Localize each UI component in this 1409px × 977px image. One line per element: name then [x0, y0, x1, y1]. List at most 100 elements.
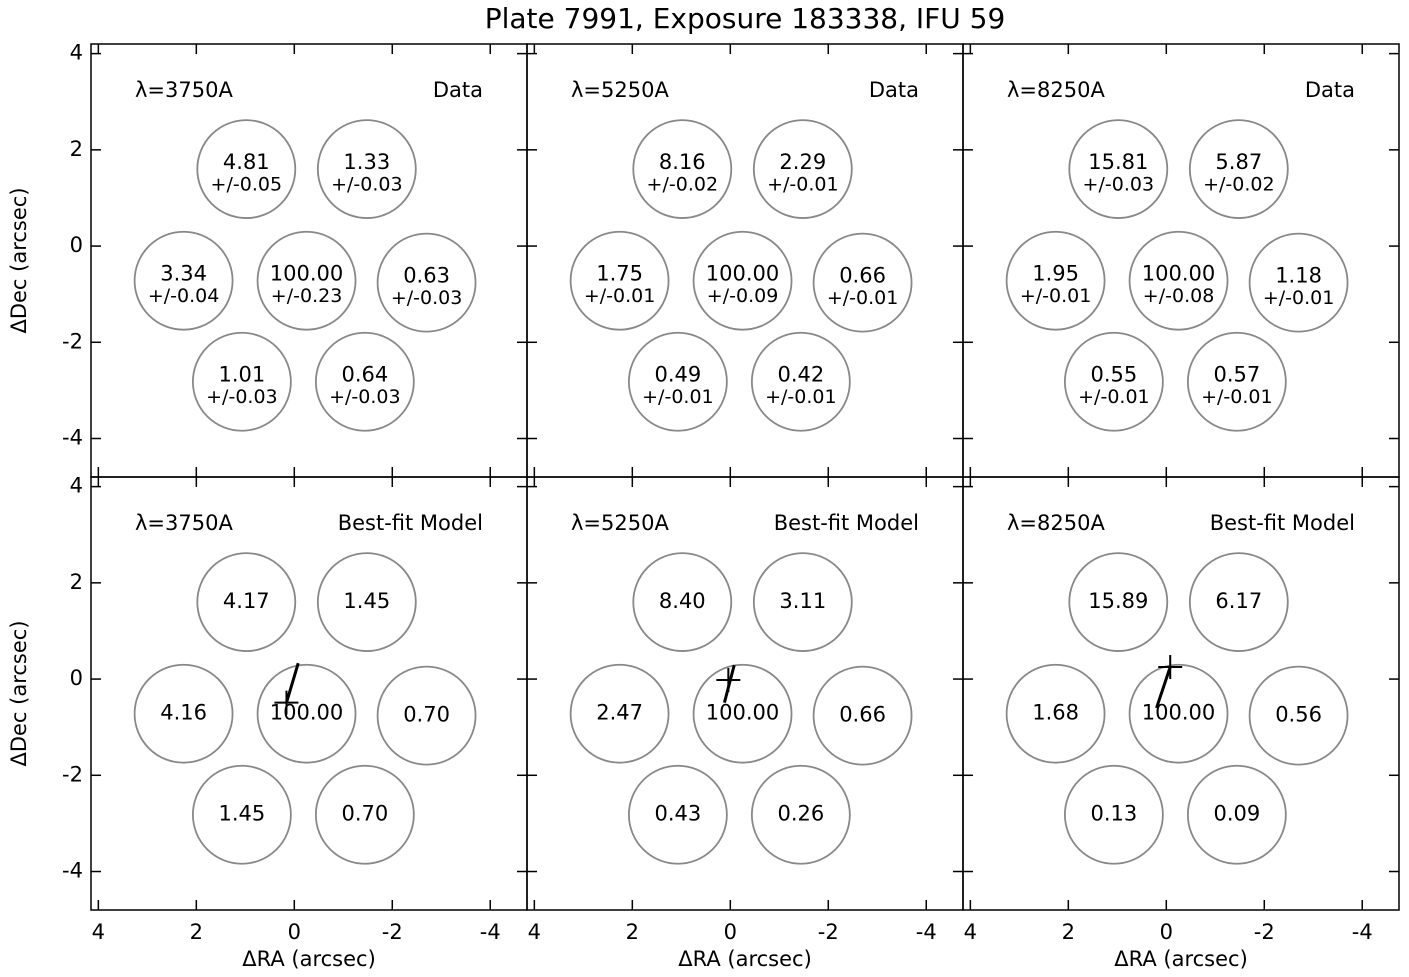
- fiber: [316, 119, 417, 219]
- fiber: [1005, 663, 1106, 764]
- fiber: [1005, 230, 1106, 331]
- figure-title: Plate 7991, Exposure 183338, IFU 59: [485, 2, 1006, 35]
- fiber-error: +/-0.08: [1143, 285, 1214, 307]
- fiber-value: 0.13: [1091, 802, 1138, 826]
- fiber: [750, 331, 851, 432]
- x-tick-label: 4: [92, 920, 105, 944]
- fiber: [1248, 232, 1349, 333]
- fiber-error: +/-0.02: [647, 174, 718, 196]
- fiber-error: +/-0.01: [642, 386, 713, 408]
- fiber-error: +/-0.02: [1203, 174, 1274, 196]
- fiber: [569, 230, 670, 331]
- y-axis-label: ΔDec (arcsec): [7, 620, 31, 766]
- fiber-value: 1.75: [596, 262, 643, 286]
- x-axis-label: ΔRA (arcsec): [678, 947, 812, 971]
- panel-label: Data: [1305, 78, 1355, 102]
- x-tick-label: -4: [1352, 920, 1373, 944]
- fiber-value: 2.29: [779, 150, 826, 174]
- y-tick-label: -2: [62, 329, 83, 353]
- fiber-error: +/-0.01: [767, 174, 838, 196]
- fiber-value: 0.66: [839, 264, 886, 288]
- x-axis-label: ΔRA (arcsec): [1114, 947, 1248, 971]
- fiber-value: 6.17: [1215, 589, 1262, 613]
- panel-frame: [90, 476, 528, 911]
- fiber-error: +/-0.03: [331, 174, 402, 196]
- y-axis-label: ΔDec (arcsec): [7, 187, 31, 333]
- fiber: [1186, 764, 1287, 865]
- fiber-error: +/-0.03: [329, 386, 400, 408]
- fiber-value: 0.70: [341, 802, 388, 826]
- x-tick-label: -2: [382, 920, 403, 944]
- fiber-value: 100.00: [1142, 701, 1215, 725]
- wavelength-label: λ=3750A: [135, 78, 233, 102]
- dar-track: [1155, 666, 1172, 709]
- fiber: [256, 230, 357, 331]
- fiber-value: 3.34: [160, 262, 207, 286]
- x-tick-label: -2: [818, 920, 839, 944]
- fiber-error: +/-0.01: [1263, 287, 1334, 309]
- fiber: [133, 663, 234, 764]
- fiber-value: 2.47: [596, 701, 643, 725]
- fiber-value: 0.57: [1213, 363, 1260, 387]
- fiber-value: 15.89: [1088, 589, 1148, 613]
- fiber-value: 0.43: [655, 802, 702, 826]
- x-tick-label: 4: [964, 920, 977, 944]
- fiber: [191, 764, 292, 865]
- fiber-value: 0.09: [1213, 802, 1260, 826]
- fiber-error: +/-0.04: [148, 285, 219, 307]
- fiber-error: +/-0.01: [827, 287, 898, 309]
- fiber-error: +/-0.09: [707, 285, 778, 307]
- fiber-error: +/-0.03: [206, 386, 277, 408]
- fiber-error: +/-0.03: [1083, 174, 1154, 196]
- fiber: [569, 663, 670, 764]
- fiber-error: +/-0.01: [765, 386, 836, 408]
- fiber-value: 0.56: [1275, 703, 1322, 727]
- x-tick-label: 0: [724, 920, 737, 944]
- panel-frame: [962, 43, 1400, 478]
- panel-label: Best-fit Model: [1210, 511, 1355, 535]
- fiber: [1188, 119, 1289, 219]
- panel-label: Data: [869, 78, 919, 102]
- fiber-value: 1.95: [1032, 262, 1079, 286]
- x-tick-label: 2: [1062, 920, 1075, 944]
- y-tick-label: -4: [62, 859, 83, 883]
- panel-label: Best-fit Model: [338, 511, 483, 535]
- fiber: [256, 663, 357, 764]
- panel-frame: [962, 476, 1400, 911]
- fiber: [133, 230, 234, 331]
- fiber: [1063, 331, 1164, 432]
- fiber-value: 0.49: [655, 363, 702, 387]
- fiber-value: 1.45: [219, 802, 266, 826]
- fiber-value: 100.00: [1142, 262, 1215, 286]
- x-tick-label: -4: [480, 920, 501, 944]
- fiber: [812, 665, 913, 766]
- dar-track: [285, 662, 300, 704]
- y-tick-label: 4: [70, 474, 83, 498]
- fiber-value: 100.00: [270, 262, 343, 286]
- fiber-error: +/-0.01: [584, 285, 655, 307]
- fiber-value: 0.66: [839, 703, 886, 727]
- x-tick-label: -2: [1254, 920, 1275, 944]
- y-tick-label: 0: [70, 233, 83, 257]
- x-tick-label: 0: [288, 920, 301, 944]
- fiber-value: 0.64: [341, 363, 388, 387]
- fiber-value: 8.16: [659, 150, 706, 174]
- fiber: [627, 331, 728, 432]
- fiber: [1128, 230, 1229, 331]
- fiber: [196, 119, 297, 219]
- fiber: [1068, 552, 1169, 652]
- y-tick-label: 0: [70, 666, 83, 690]
- fiber: [632, 552, 733, 652]
- panel-frame: [526, 43, 964, 478]
- fiber-error: +/-0.01: [1078, 386, 1149, 408]
- fiber: [376, 232, 477, 333]
- fiber: [1068, 119, 1169, 219]
- fiber: [692, 230, 793, 331]
- fiber-value: 15.81: [1088, 150, 1148, 174]
- fiber-error: +/-0.01: [1201, 386, 1272, 408]
- fiber-value: 4.81: [223, 150, 270, 174]
- fiber: [812, 232, 913, 333]
- y-tick-label: -2: [62, 762, 83, 786]
- fiber: [1128, 663, 1229, 764]
- fiber: [314, 331, 415, 432]
